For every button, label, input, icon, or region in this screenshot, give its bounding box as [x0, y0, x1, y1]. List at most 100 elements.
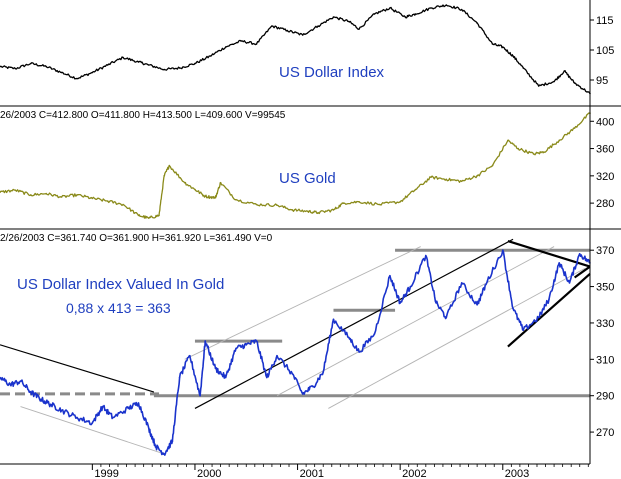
gold-y-axis-ticks: 280 320 360 400 — [590, 116, 614, 210]
gold-data-point-40 — [558, 139, 560, 142]
usd-data-point-16 — [240, 40, 242, 42]
channel-upper-2 — [184, 246, 421, 360]
gold-data-point-17 — [214, 196, 217, 199]
xtick-label-0: 1999 — [94, 468, 118, 479]
gold-data-point-38 — [532, 153, 535, 155]
usd-series-line — [0, 4, 591, 94]
usd-data-point-27 — [404, 16, 407, 18]
gold-data-point-7 — [106, 200, 109, 202]
gold-data-point-23 — [307, 210, 309, 213]
ratio-data-point-28 — [291, 373, 294, 375]
usd-data-point-28 — [414, 13, 417, 15]
ratio-ytick-label-5: 370 — [596, 245, 614, 257]
gold-data-point-5 — [76, 194, 78, 196]
usd-data-point-25 — [373, 13, 376, 15]
ratio-data-point-16 — [171, 440, 174, 443]
gold-data-point-28 — [378, 203, 381, 206]
usd-data-point-32 — [476, 22, 478, 24]
ratio-data-point-44 — [486, 280, 489, 282]
ratio-data-point-51 — [568, 282, 571, 284]
ratio-data-point-1 — [9, 384, 12, 386]
ratio-data-point-35 — [373, 333, 376, 335]
ratio-pane-subtitle: 0,88 x 413 = 363 — [66, 300, 171, 316]
channel-upper — [194, 238, 514, 409]
xtick-label-4: 2003 — [505, 468, 529, 479]
usd-data-point-9 — [137, 61, 140, 63]
ratio-data-point-0 — [0, 376, 1, 379]
gold-data-point-29 — [399, 201, 402, 203]
ratio-data-point-14 — [155, 445, 157, 448]
gold-data-point-18 — [219, 181, 222, 184]
ratio-plot-area — [0, 249, 591, 456]
usd-data-point-40 — [573, 82, 576, 84]
ratio-y-axis-ticks: 270 290 310 330 350 370 — [590, 245, 614, 439]
ratio-data-point-30 — [312, 385, 314, 388]
usd-data-point-8 — [122, 56, 124, 59]
usd-y-axis-ticks: 95 105 115 — [590, 15, 614, 87]
gold-data-point-8 — [122, 203, 124, 206]
ratio-data-point-23 — [235, 347, 237, 350]
ratio-data-point-40 — [435, 302, 437, 304]
usd-data-point-1 — [14, 67, 17, 70]
usd-data-point-2 — [30, 62, 32, 65]
usd-data-point-5 — [76, 77, 78, 80]
ratio-data-point-49 — [548, 298, 550, 301]
gold-data-point-3 — [45, 192, 47, 195]
ratio-pane-title: US Dollar Index Valued In Gold — [17, 276, 224, 293]
gold-data-point-33 — [460, 180, 463, 183]
gold-data-point-41 — [573, 127, 576, 129]
ratio-ytick-label-4: 350 — [596, 282, 614, 294]
gold-data-point-26 — [342, 202, 345, 204]
gold-data-point-9 — [137, 214, 140, 217]
ratio-data-point-24 — [245, 344, 248, 346]
ratio-data-point-38 — [409, 285, 412, 288]
usd-data-point-39 — [563, 70, 566, 72]
usd-data-point-35 — [512, 55, 514, 57]
gold-pane-title: US Gold — [279, 170, 336, 187]
ratio-data-point-7 — [76, 416, 78, 419]
gold-data-point-22 — [291, 209, 294, 211]
usd-ytick-label-1: 105 — [596, 45, 614, 57]
gold-ytick-label-0: 280 — [596, 198, 614, 210]
downtrend-line — [0, 344, 155, 393]
usd-data-point-14 — [209, 55, 212, 57]
ratio-data-point-46 — [512, 307, 514, 310]
usd-data-point-20 — [301, 34, 304, 36]
gold-data-point-10 — [148, 217, 150, 219]
usd-ytick-label-0: 95 — [596, 75, 608, 87]
usd-data-point-21 — [317, 25, 319, 27]
ratio-ytick-label-1: 290 — [596, 391, 614, 403]
ratio-ytick-label-3: 330 — [596, 318, 614, 330]
gold-data-point-16 — [204, 195, 206, 198]
gold-ytick-label-1: 320 — [596, 171, 614, 183]
ratio-data-point-39 — [425, 254, 427, 257]
down-channel — [20, 406, 165, 455]
usd-data-point-19 — [286, 29, 289, 32]
ratio-ytick-label-2: 310 — [596, 354, 614, 366]
ratio-ohlc-info: 2/26/2003 C=361.740 O=361.900 H=361.920 … — [0, 233, 273, 244]
usd-data-point-18 — [271, 25, 273, 27]
usd-data-point-4 — [60, 71, 63, 74]
ratio-data-point-43 — [476, 304, 478, 306]
usd-data-point-36 — [522, 67, 525, 69]
gold-data-point-4 — [60, 196, 63, 198]
usd-data-point-10 — [148, 64, 150, 66]
ratio-data-point-45 — [502, 249, 504, 251]
usd-data-point-3 — [45, 65, 47, 68]
ratio-data-point-18 — [189, 354, 191, 357]
usd-data-point-13 — [194, 62, 196, 65]
gold-data-point-35 — [491, 164, 494, 167]
ratio-data-point-42 — [460, 282, 463, 284]
gold-data-point-11 — [158, 214, 160, 217]
ratio-data-point-48 — [537, 316, 540, 319]
ratio-data-point-22 — [224, 376, 227, 379]
usd-data-point-6 — [91, 71, 94, 74]
triangle-top — [507, 240, 591, 268]
ratio-data-point-9 — [101, 405, 104, 408]
ratio-data-point-13 — [148, 427, 150, 430]
usd-data-point-11 — [163, 68, 165, 71]
ratio-data-point-5 — [50, 404, 53, 406]
ratio-data-point-50 — [558, 262, 560, 264]
